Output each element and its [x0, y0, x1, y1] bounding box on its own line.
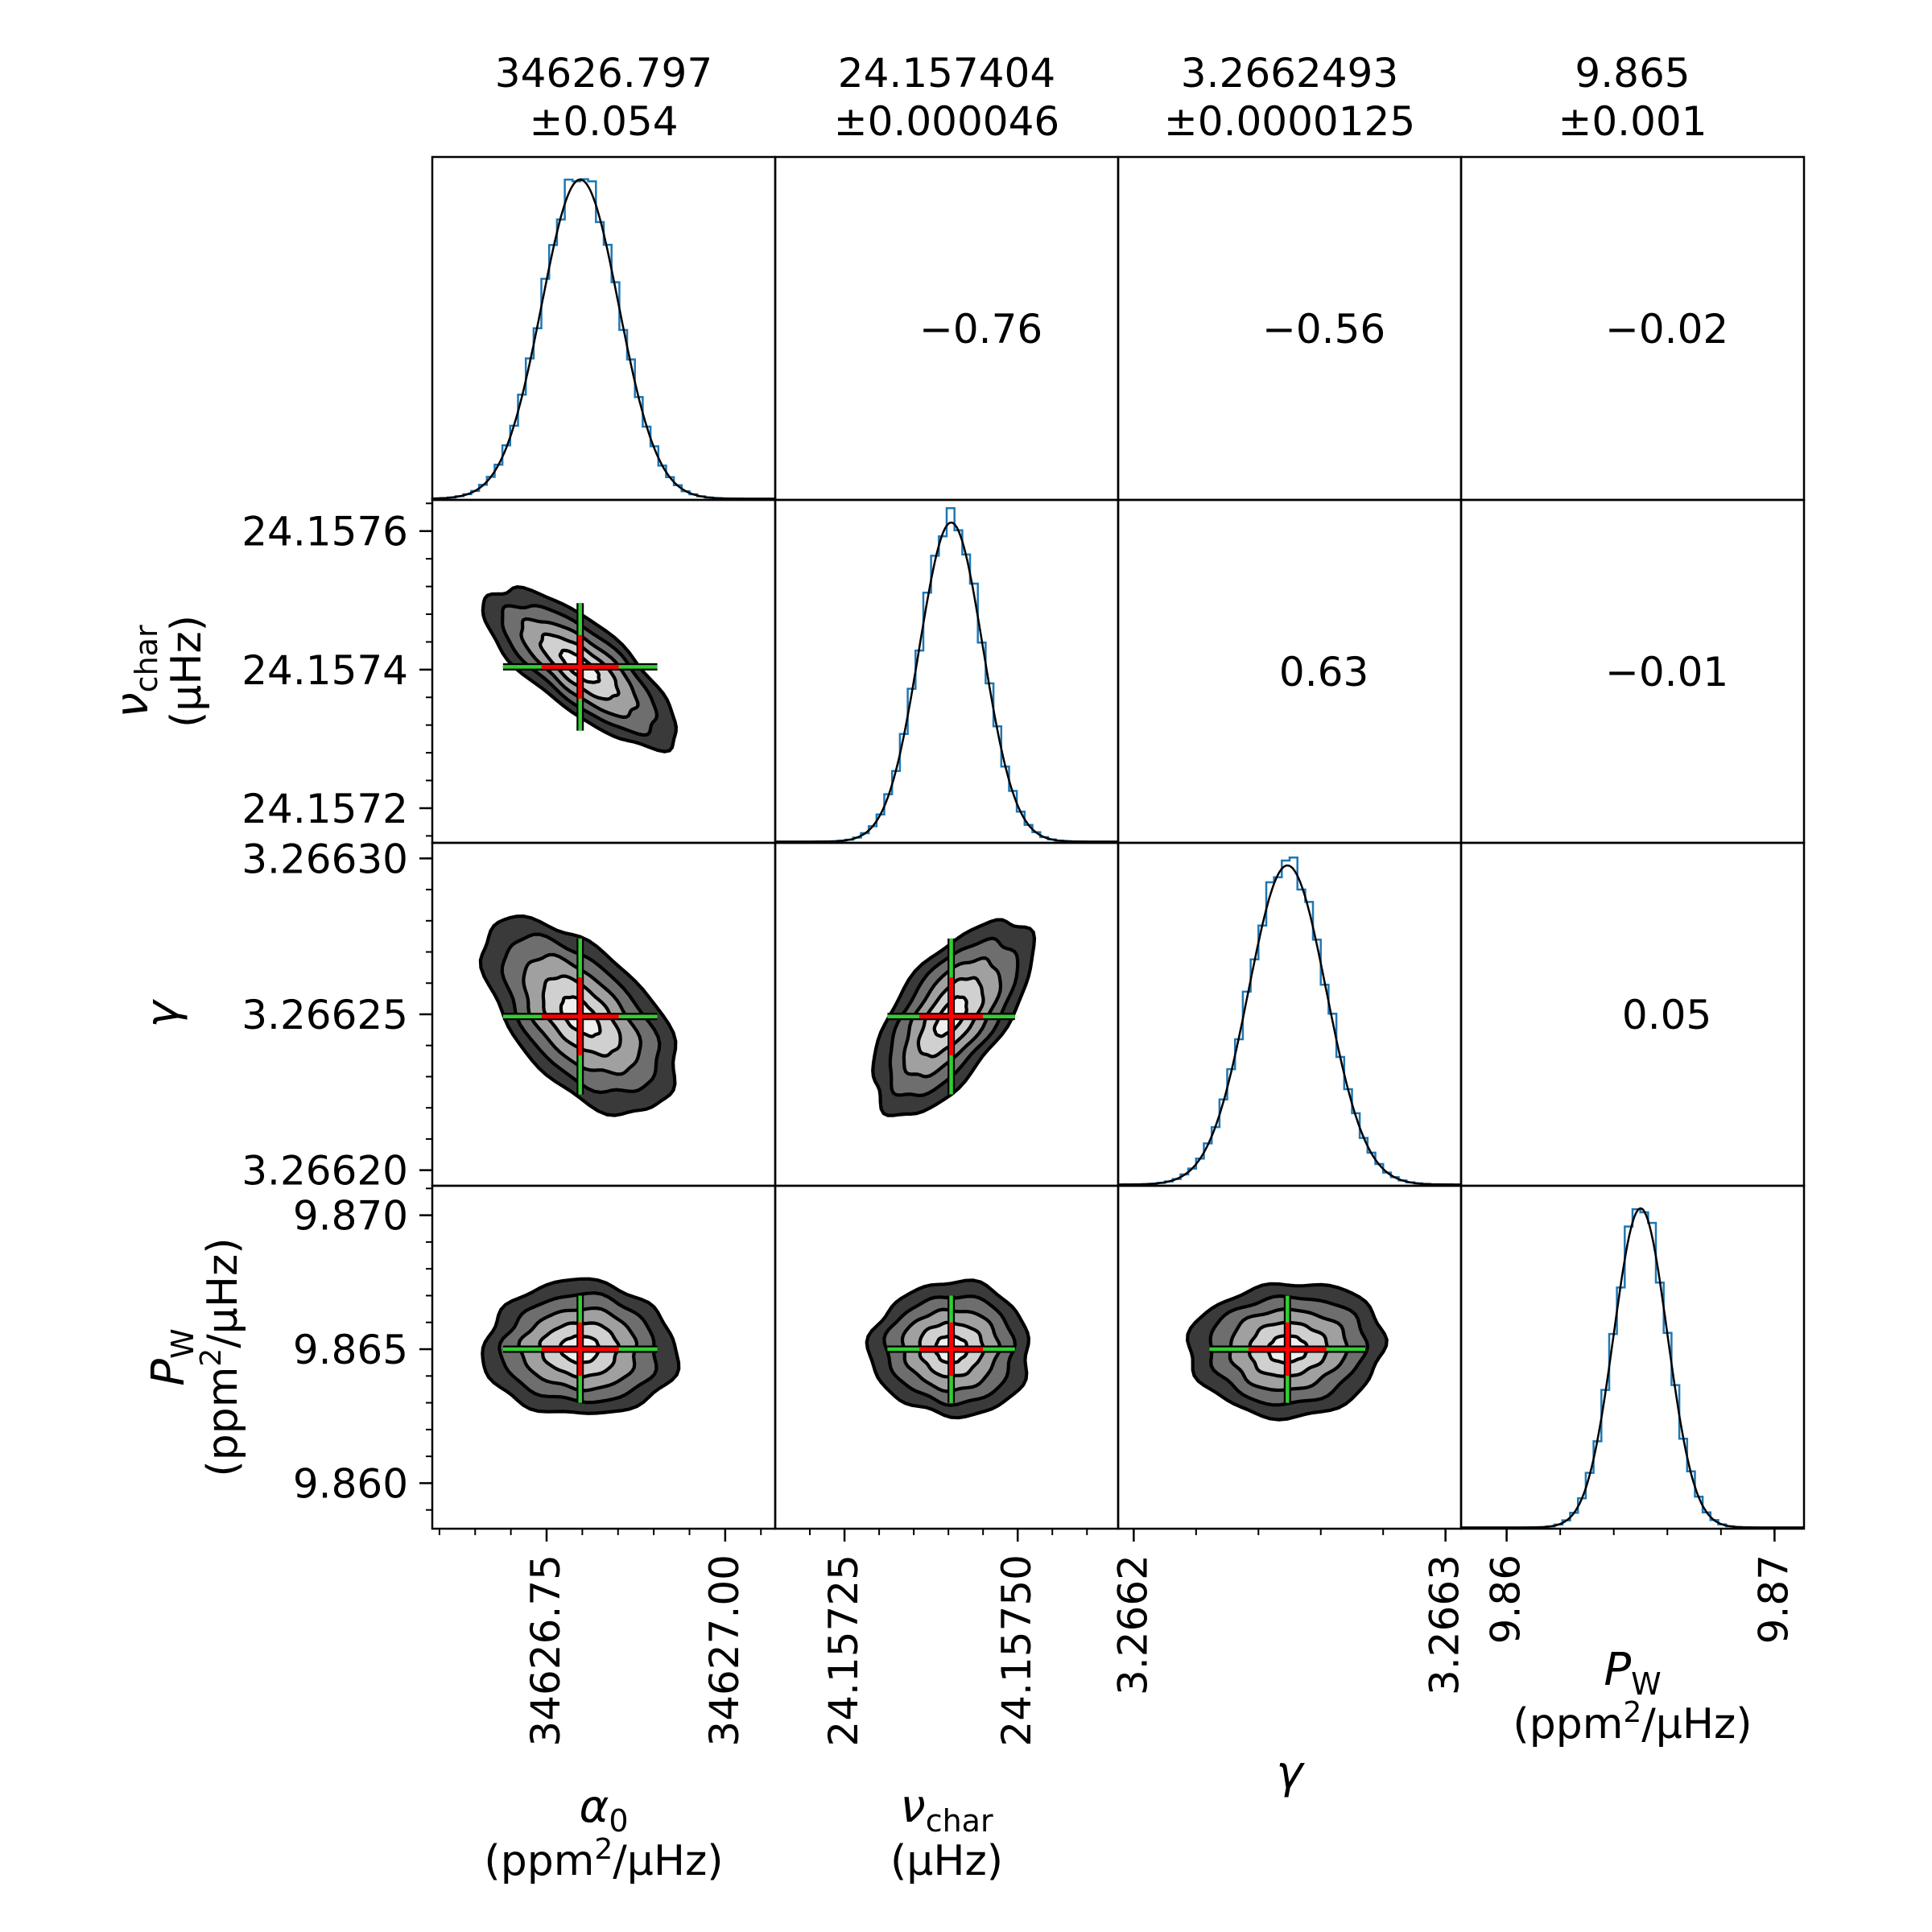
- contour-panel-2-1: [871, 918, 1037, 1117]
- unit-pre: (ppm: [199, 1367, 247, 1477]
- param-error-0: ±0.054: [529, 98, 678, 145]
- x-axis-label-3-unit: (ppm2/μHz): [1513, 1696, 1752, 1748]
- correlation-value-0-3: −0.02: [1605, 306, 1728, 353]
- histogram-1: [775, 507, 1118, 843]
- y-tick-label: 9.860: [293, 1460, 408, 1507]
- unit-pre: (μHz): [890, 1837, 1003, 1885]
- y-axis-label-3-unit: (ppm2/μHz): [195, 1237, 247, 1476]
- unit-post: /μHz): [613, 1837, 723, 1885]
- contour-panel-1-0: [481, 585, 678, 753]
- param-median-0: 34626.797: [495, 50, 712, 97]
- panel-frame-2-2: [1117, 841, 1463, 1187]
- correlation-value-1-2: 0.63: [1279, 649, 1368, 696]
- x-axis-label-0-unit: (ppm2/μHz): [484, 1833, 723, 1885]
- correlation-value-0-2: −0.56: [1262, 306, 1385, 353]
- panel-frame-1-1: [774, 498, 1120, 844]
- x-tick-label: 24.15725: [820, 1554, 867, 1747]
- x-tick-label: 9.86: [1483, 1554, 1530, 1644]
- histogram-3: [1461, 1208, 1804, 1529]
- unit-pre: (μHz): [163, 615, 211, 728]
- axis-symbol: P: [1604, 1644, 1631, 1696]
- y-axis-label-1-unit: (μHz): [163, 615, 211, 728]
- x-axis-label-3: PW(ppm2/μHz): [1513, 1644, 1752, 1748]
- y-axis-label-3-symbol: PW: [142, 1328, 200, 1385]
- param-median-3: 9.865: [1575, 50, 1690, 97]
- contour-panel-3-0: [481, 1277, 681, 1415]
- y-axis-label-1: νchar(μHz): [106, 615, 211, 728]
- param-error-3: ±0.001: [1558, 98, 1707, 145]
- x-axis-label-1-unit: (μHz): [890, 1837, 1003, 1885]
- unit-pre: (ppm: [1513, 1700, 1623, 1748]
- x-axis-label-0: α0(ppm2/μHz): [484, 1781, 723, 1885]
- unit-post: /μHz): [1641, 1700, 1752, 1748]
- x-tick-label: 3.2663: [1422, 1554, 1468, 1695]
- axis-symbol: ν: [106, 692, 159, 717]
- axis-subscript: W: [1631, 1666, 1662, 1702]
- x-axis-label-3-symbol: PW: [1604, 1644, 1661, 1702]
- unit-pre: (ppm: [484, 1837, 594, 1885]
- param-error-1: ±0.000046: [834, 98, 1059, 145]
- contour-panel-3-2: [1186, 1282, 1389, 1422]
- axis-subscript: char: [926, 1803, 993, 1839]
- correlation-value-2-3: 0.05: [1622, 992, 1711, 1038]
- x-tick-label: 34627.00: [701, 1554, 748, 1747]
- panel-frame-0-0: [431, 155, 777, 502]
- x-axis-label-1: νchar(μHz): [890, 1781, 1003, 1885]
- y-axis-label-3: PW(ppm2/μHz): [142, 1237, 247, 1476]
- param-error-2: ±0.0000125: [1164, 98, 1415, 145]
- y-tick-label: 3.26625: [242, 992, 408, 1038]
- marginal-panel-2: [1117, 857, 1461, 1186]
- y-tick-label: 9.865: [293, 1327, 408, 1373]
- marginal-panel-0: [431, 178, 775, 500]
- y-axis-label-2-symbol: γ: [137, 999, 189, 1028]
- gaussian-fit-1: [775, 521, 1118, 843]
- x-tick-label: 34626.75: [522, 1554, 569, 1747]
- axis-symbol: γ: [1276, 1747, 1305, 1799]
- unit-sup: 2: [594, 1833, 613, 1866]
- correlation-value-1-3: −0.01: [1605, 649, 1728, 696]
- x-axis-label-2-symbol: γ: [1276, 1747, 1305, 1799]
- gaussian-fit-3: [1461, 1207, 1804, 1529]
- gaussian-fit-0: [432, 178, 775, 500]
- y-tick-label: 24.1574: [242, 647, 408, 694]
- panel-frame-3-3: [1459, 1184, 1806, 1530]
- y-axis-label-2: γ: [137, 999, 189, 1028]
- y-tick-label: 3.26630: [242, 836, 408, 882]
- axis-symbol: γ: [137, 999, 189, 1028]
- y-tick-label: 24.1572: [242, 786, 408, 832]
- axis-symbol: P: [142, 1359, 195, 1386]
- x-tick-label: 24.15750: [993, 1554, 1040, 1747]
- unit-sup: 2: [195, 1348, 228, 1367]
- gaussian-fit-2: [1118, 864, 1461, 1186]
- x-tick-label: 9.87: [1750, 1554, 1797, 1644]
- x-axis-label-1-symbol: νchar: [900, 1781, 993, 1839]
- axis-subscript: 0: [609, 1803, 628, 1839]
- x-tick-label: 3.2662: [1109, 1554, 1156, 1695]
- axis-subscript: char: [129, 625, 164, 692]
- marginal-panel-3: [1461, 1207, 1804, 1529]
- unit-sup: 2: [1623, 1696, 1641, 1729]
- axis-symbol: ν: [900, 1781, 925, 1833]
- contour-panel-3-1: [865, 1278, 1030, 1420]
- contour-panel-2-0: [478, 914, 678, 1117]
- param-median-1: 24.157404: [838, 50, 1055, 97]
- y-tick-label: 24.1576: [242, 509, 408, 555]
- histogram-2: [1117, 857, 1461, 1186]
- axis-subscript: W: [165, 1328, 200, 1359]
- x-axis-label-0-symbol: α0: [579, 1781, 628, 1839]
- y-tick-label: 9.870: [293, 1193, 408, 1240]
- y-axis-label-1-symbol: νchar: [106, 625, 164, 718]
- param-median-2: 3.2662493: [1181, 50, 1398, 97]
- marginal-panel-1: [775, 507, 1118, 843]
- y-tick-label: 3.26620: [242, 1148, 408, 1195]
- x-axis-label-2: γ: [1276, 1747, 1305, 1799]
- correlation-value-0-1: −0.76: [919, 306, 1042, 353]
- histogram-0: [431, 178, 775, 500]
- axis-symbol: α: [579, 1781, 609, 1833]
- unit-post: /μHz): [199, 1237, 247, 1348]
